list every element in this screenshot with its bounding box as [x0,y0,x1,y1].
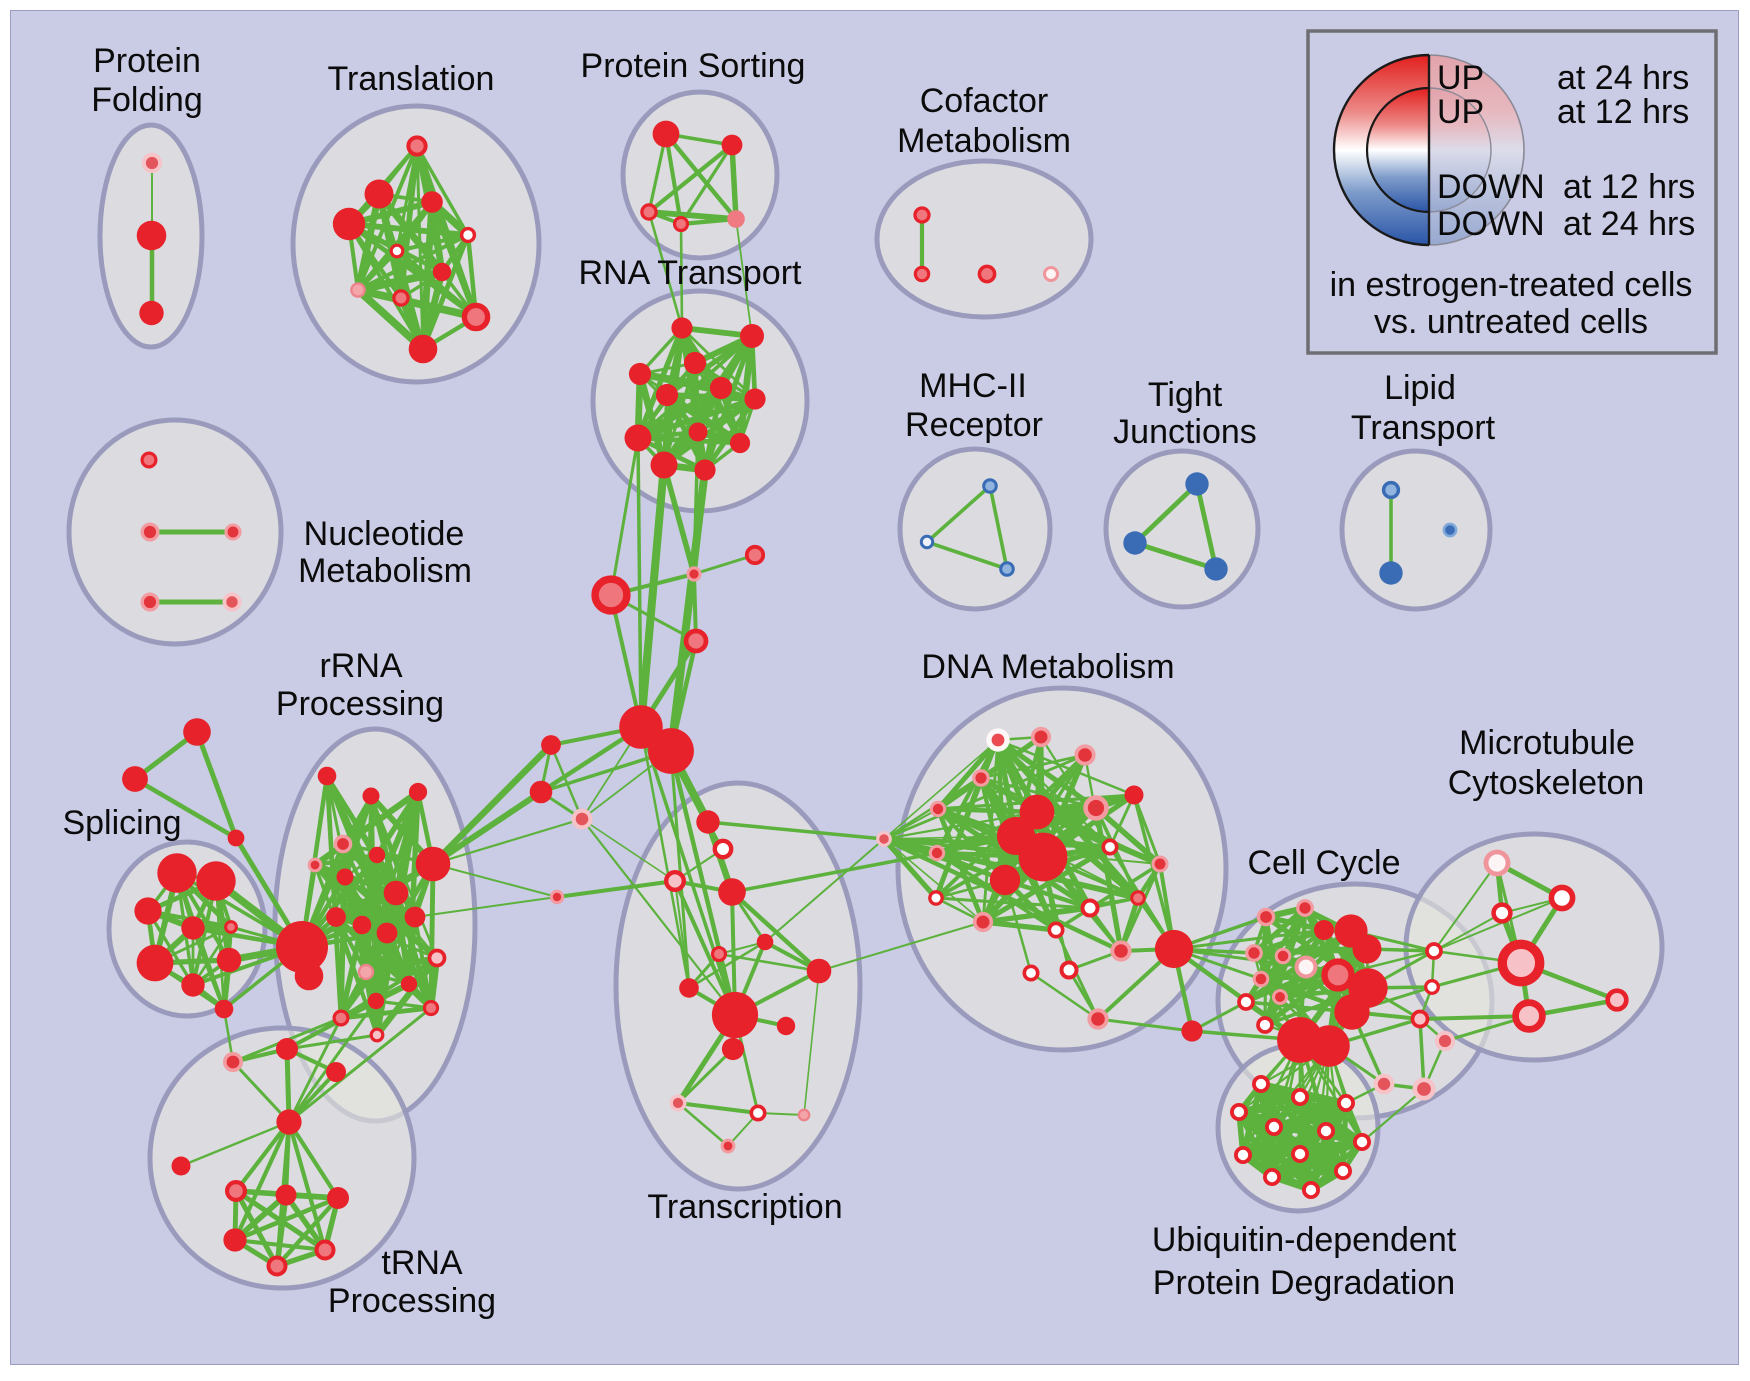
svg-text:rRNA: rRNA [319,647,402,685]
svg-text:Protein Sorting: Protein Sorting [581,47,806,85]
svg-text:at 12 hrs: at 12 hrs [1563,168,1695,206]
svg-text:Microtubule: Microtubule [1459,724,1635,762]
svg-text:RNA Transport: RNA Transport [579,254,803,292]
svg-text:Cofactor: Cofactor [920,82,1049,120]
svg-text:Folding: Folding [91,81,203,119]
svg-text:DNA Metabolism: DNA Metabolism [921,648,1174,686]
svg-text:Lipid: Lipid [1384,369,1456,407]
svg-text:Junctions: Junctions [1113,413,1257,451]
svg-text:Translation: Translation [328,60,495,98]
svg-text:Protein Degradation: Protein Degradation [1153,1264,1455,1302]
svg-text:in estrogen-treated cells: in estrogen-treated cells [1330,266,1693,304]
svg-text:Splicing: Splicing [62,804,181,842]
svg-text:Processing: Processing [328,1282,496,1320]
svg-text:Receptor: Receptor [905,406,1043,444]
svg-text:Cell Cycle: Cell Cycle [1247,844,1400,882]
svg-text:tRNA: tRNA [381,1244,463,1282]
svg-text:vs. untreated cells: vs. untreated cells [1374,303,1648,341]
svg-text:Ubiquitin-dependent: Ubiquitin-dependent [1152,1221,1457,1259]
svg-text:Tight: Tight [1148,376,1223,414]
svg-text:Metabolism: Metabolism [298,552,472,590]
svg-text:UP: UP [1437,93,1484,131]
svg-text:MHC-II: MHC-II [919,367,1027,405]
svg-text:at 24 hrs: at 24 hrs [1563,205,1695,243]
svg-text:Processing: Processing [276,685,444,723]
svg-text:UP: UP [1437,59,1484,97]
svg-text:Metabolism: Metabolism [897,122,1071,160]
svg-text:Cytoskeleton: Cytoskeleton [1448,764,1645,802]
svg-text:Transport: Transport [1351,409,1496,447]
svg-text:DOWN: DOWN [1437,205,1545,243]
svg-text:Nucleotide: Nucleotide [304,515,465,553]
svg-text:at 24 hrs: at 24 hrs [1557,59,1689,97]
svg-text:Protein: Protein [93,42,201,80]
svg-text:at 12 hrs: at 12 hrs [1557,93,1689,131]
svg-text:Transcription: Transcription [647,1188,842,1226]
svg-text:DOWN: DOWN [1437,168,1545,206]
